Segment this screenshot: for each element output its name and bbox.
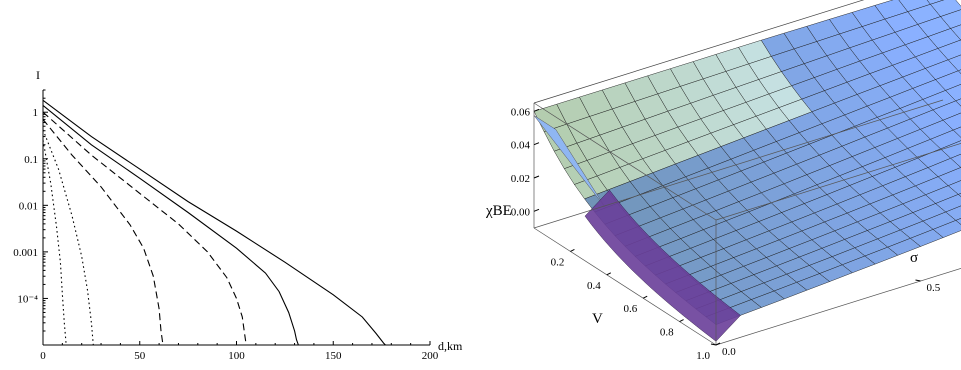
v-tick-label-2: 0.6 <box>623 303 637 315</box>
y-axis-label-i: I <box>36 68 40 82</box>
z-axis-label-chi-be-text: χBE <box>485 203 512 219</box>
box-edge-back-2 <box>533 0 865 104</box>
v-tick-mark-1 <box>606 272 612 276</box>
z-tick-label-2: 0.04 <box>511 140 531 152</box>
y-tick-label-1: 0.1 <box>24 154 38 166</box>
x-tick-label-3: 150 <box>325 350 342 362</box>
series-line-4 <box>42 119 164 346</box>
box-edge-front-2 <box>533 227 717 346</box>
v-tick-mark-4 <box>715 342 721 346</box>
box-edge-front-4 <box>533 102 717 221</box>
v-tick-mark-2 <box>642 295 648 299</box>
box-edge-front-5 <box>715 142 961 221</box>
sigma-tick-mark-1 <box>915 279 921 282</box>
x-tick-label-0: 0 <box>40 350 46 362</box>
v-tick-label-4: 1.0 <box>696 350 710 362</box>
x-tick-label-1: 50 <box>134 350 146 362</box>
sigma-tick-mark-0 <box>710 343 717 346</box>
surface-cell <box>955 98 961 107</box>
x-axis-label-d-km: d,km <box>438 339 463 353</box>
surface-mesh <box>533 0 961 325</box>
z-tick-label-3: 0.06 <box>511 106 531 118</box>
log-decay-plot: I d,km 0 50 100 150 200 1 0.1 0.01 0.001 10⁻⁴ <box>13 68 463 362</box>
v-tick-label-3: 0.8 <box>660 327 674 339</box>
series-line-3 <box>42 111 247 346</box>
surface-plateau <box>533 115 606 208</box>
z-tick-mark-2 <box>533 142 540 146</box>
z-tick-label-0: 0.00 <box>511 206 531 218</box>
z-tick-mark-1 <box>533 175 540 179</box>
y-axis-label-sigma: σ <box>910 250 918 266</box>
series-line-6 <box>42 140 67 346</box>
x-tick-label-4: 200 <box>422 350 439 362</box>
z-tick-mark-0 <box>533 208 540 212</box>
z-tick-label-1: 0.02 <box>511 173 530 185</box>
y-tick-label-0: 1 <box>33 107 39 119</box>
series-line-2 <box>42 104 299 346</box>
sigma-tick-label-0: 0.0 <box>722 346 736 358</box>
v-tick-mark-0 <box>570 248 575 252</box>
series-line-1 <box>42 99 386 346</box>
surface-underside <box>584 189 741 342</box>
sigma-tick-label-1: 0.5 <box>927 282 941 294</box>
z-axis-label-chi-be: χBE <box>485 203 512 219</box>
z-tick-mark-3 <box>533 108 540 112</box>
v-tick-label-0: 0.2 <box>551 256 565 268</box>
x-tick-label-2: 100 <box>228 350 245 362</box>
x-axis-label-v: V <box>592 311 603 327</box>
v-tick-mark-3 <box>679 319 684 323</box>
surface-plot-3d: 0.000.020.040.060.20.40.60.81.00.00.51.0… <box>485 0 961 362</box>
surface-cell <box>955 218 961 225</box>
y-tick-label-4: 10⁻⁴ <box>17 293 38 305</box>
series-line-5 <box>42 129 94 346</box>
y-tick-label-3: 0.001 <box>13 247 38 259</box>
box-edge-front-6 <box>533 99 944 229</box>
v-tick-label-1: 0.4 <box>587 280 601 292</box>
y-tick-label-2: 0.01 <box>19 200 38 212</box>
